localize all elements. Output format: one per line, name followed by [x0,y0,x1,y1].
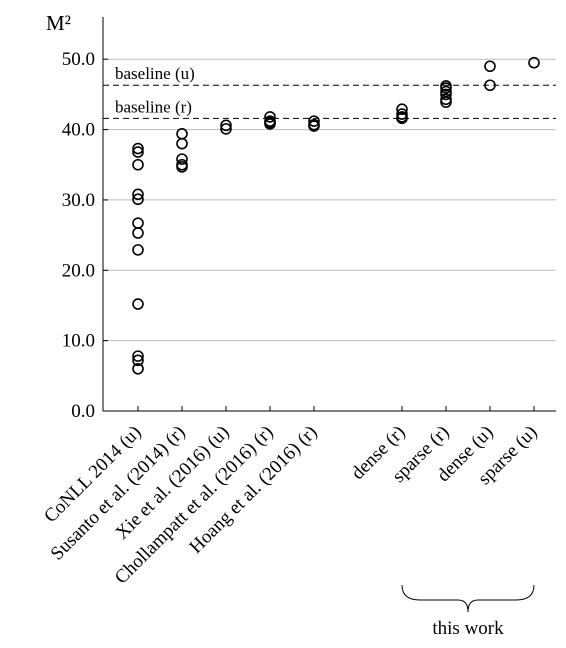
point [484,79,496,92]
point [132,158,144,171]
y-tick-label: 20.0 [62,260,95,281]
point [484,60,496,73]
point [440,96,452,108]
point [396,112,408,125]
point [132,193,144,206]
reference-label: baseline (r) [115,97,192,116]
point [132,142,144,155]
point [308,115,320,127]
point [132,188,144,201]
y-tick-label: 30.0 [62,190,95,211]
point [132,298,144,310]
point [132,362,144,375]
point [176,161,188,173]
point [220,119,232,132]
point [440,88,452,101]
point [396,103,408,115]
y-tick-label: 40.0 [62,120,95,141]
point [132,146,144,158]
point [528,56,540,69]
y-tick-label: 0.0 [71,401,95,422]
group-brace [401,584,535,613]
reference-label: baseline (u) [115,64,195,83]
point [132,227,144,239]
y-tick-label: 50.0 [62,49,95,70]
point [264,111,276,123]
point [132,244,144,256]
point [264,118,276,130]
point [132,350,144,362]
group-label: this work [432,618,504,639]
point [176,127,188,140]
y-tick-label: 10.0 [62,331,95,352]
point [440,82,452,94]
point [220,123,232,135]
point [176,137,188,150]
point [176,153,188,165]
point [308,120,320,132]
point [132,354,144,367]
y-axis-label: M² [46,11,71,35]
point [132,217,144,229]
